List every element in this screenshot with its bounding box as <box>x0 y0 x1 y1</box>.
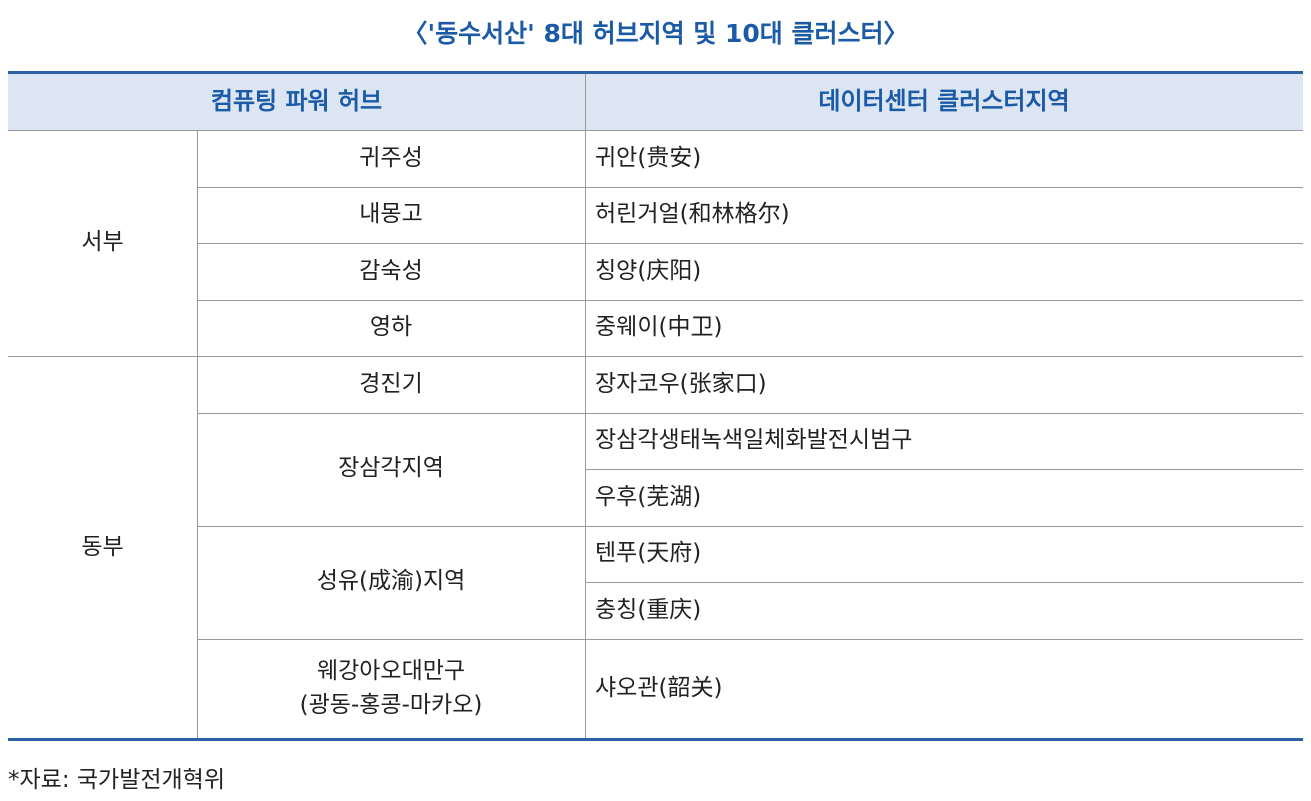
title: 〈'동수서산' 8대 허브지역 및 10대 클러스터〉 <box>402 19 909 48</box>
cluster-cell: 우후(芜湖) <box>595 483 702 510</box>
cluster-cell: 허린거얼(和林格尔) <box>595 201 790 228</box>
row-divider <box>197 638 1303 640</box>
hub-cell: 경진기 <box>197 356 585 413</box>
hub-cell: 감숙성 <box>197 243 585 300</box>
hub-line: 웨강아오대만구 <box>316 658 466 685</box>
cluster-cell: 텐푸(天府) <box>595 540 702 567</box>
hub-cell: 내몽고 <box>197 187 585 244</box>
cluster-cell: 칭양(庆阳) <box>595 257 702 284</box>
row-divider <box>197 412 1303 414</box>
hub-line: 귀주성 <box>359 144 423 171</box>
hub-cell: 성유(成渝)지역 <box>197 526 585 639</box>
bottom-border <box>8 737 1303 741</box>
hub-cell: 장삼각지역 <box>197 413 585 526</box>
hub-line: 경진기 <box>359 370 423 397</box>
column-divider <box>585 130 586 739</box>
header-cell: 컴퓨팅 파워 허브 <box>210 86 383 115</box>
group-divider <box>8 356 1303 357</box>
region-cell: 서부 <box>81 229 124 256</box>
hub-line: 감숙성 <box>359 257 423 284</box>
row-divider <box>585 469 1303 470</box>
row-divider <box>585 582 1303 583</box>
top-border <box>8 71 1303 74</box>
cluster-cell: 샤오관(韶关) <box>595 674 723 701</box>
row-divider <box>197 299 1303 301</box>
column-divider <box>197 130 198 739</box>
hub-line: (광동-홍콩-마카오) <box>299 691 483 718</box>
header-background <box>8 72 1303 130</box>
header-divider <box>8 130 1303 131</box>
row-divider <box>197 525 1303 527</box>
header-cell: 데이터센터 클러스터지역 <box>818 86 1070 115</box>
cluster-cell: 충칭(重庆) <box>595 596 702 623</box>
hub-line: 내몽고 <box>359 201 423 228</box>
region-cell: 동부 <box>81 533 124 560</box>
cluster-cell: 중웨이(中卫) <box>595 314 723 341</box>
hub-line: 영하 <box>369 314 413 341</box>
hub-cell: 웨강아오대만구 (광동-홍콩-마카오) <box>197 639 585 739</box>
header-divider <box>585 72 586 130</box>
cluster-cell: 장삼각생태녹색일체화발전시범구 <box>595 427 913 454</box>
row-divider <box>197 186 1303 188</box>
hub-cell: 귀주성 <box>197 130 585 187</box>
cluster-cell: 귀안(贵安) <box>595 144 702 171</box>
cluster-cell: 장자코우(张家口) <box>595 370 767 397</box>
hub-cell: 영하 <box>197 300 585 357</box>
row-divider <box>197 243 1303 244</box>
hub-line: 성유(成渝)지역 <box>316 568 466 595</box>
hub-line: 장삼각지역 <box>338 455 444 482</box>
footnote: *자료: 국가발전개혁위 <box>8 767 226 793</box>
